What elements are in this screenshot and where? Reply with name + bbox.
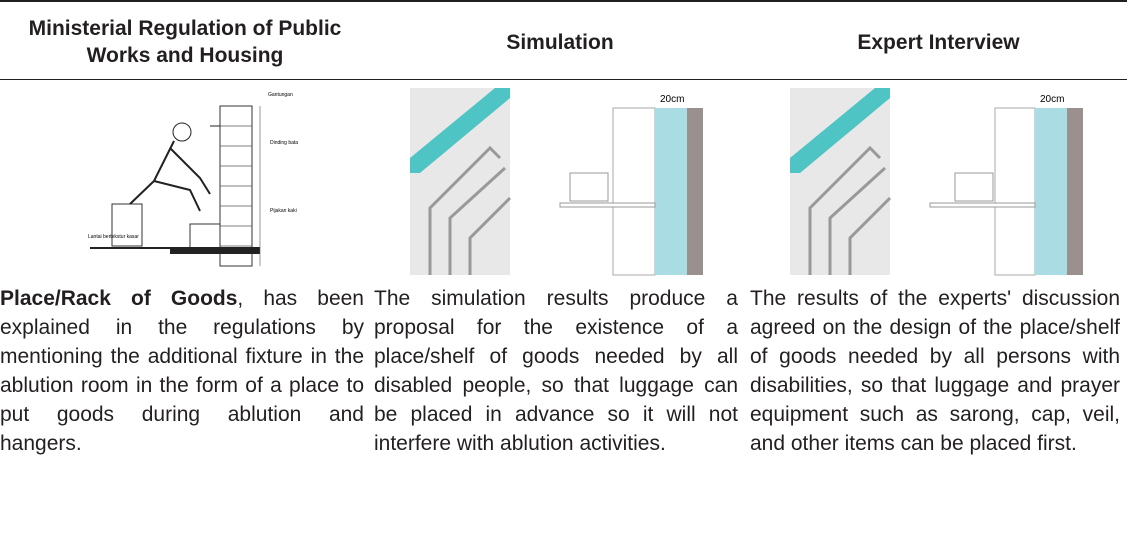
- cell-text: , has been explained in the regulations …: [0, 287, 364, 455]
- header-cell: Expert Interview: [857, 30, 1020, 54]
- simulation-figure: 20cm: [410, 88, 703, 276]
- body-cell: The simulation results produce a proposa…: [374, 284, 738, 458]
- cell-text: The simulation results produce a proposa…: [374, 287, 738, 455]
- figure-label: Lantai bertekstur kasar: [88, 234, 139, 240]
- body-cell: Place/Rack of Goods, has been explained …: [0, 284, 364, 458]
- figure-label: 20cm: [660, 94, 684, 105]
- regulation-figure: Gantungan Dinding bata Pijakan kaki Lant…: [88, 92, 298, 267]
- figure-label: Gantungan: [268, 92, 293, 98]
- figure-label: 20cm: [1040, 94, 1064, 105]
- figure-label: Pijakan kaki: [270, 208, 297, 214]
- figure-label: Dinding bata: [270, 140, 298, 146]
- bold-term: Place/Rack of Goods: [0, 287, 238, 310]
- header-cell: Ministerial Regulation of Public Works a…: [28, 17, 342, 67]
- expert-figure: 20cm: [790, 88, 1083, 276]
- body-cell: The results of the experts' discussion a…: [750, 284, 1120, 458]
- table-header: Ministerial Regulation of Public Works a…: [0, 0, 1127, 80]
- header-cell: Simulation: [506, 30, 614, 54]
- cell-text: The results of the experts' discussion a…: [750, 287, 1120, 455]
